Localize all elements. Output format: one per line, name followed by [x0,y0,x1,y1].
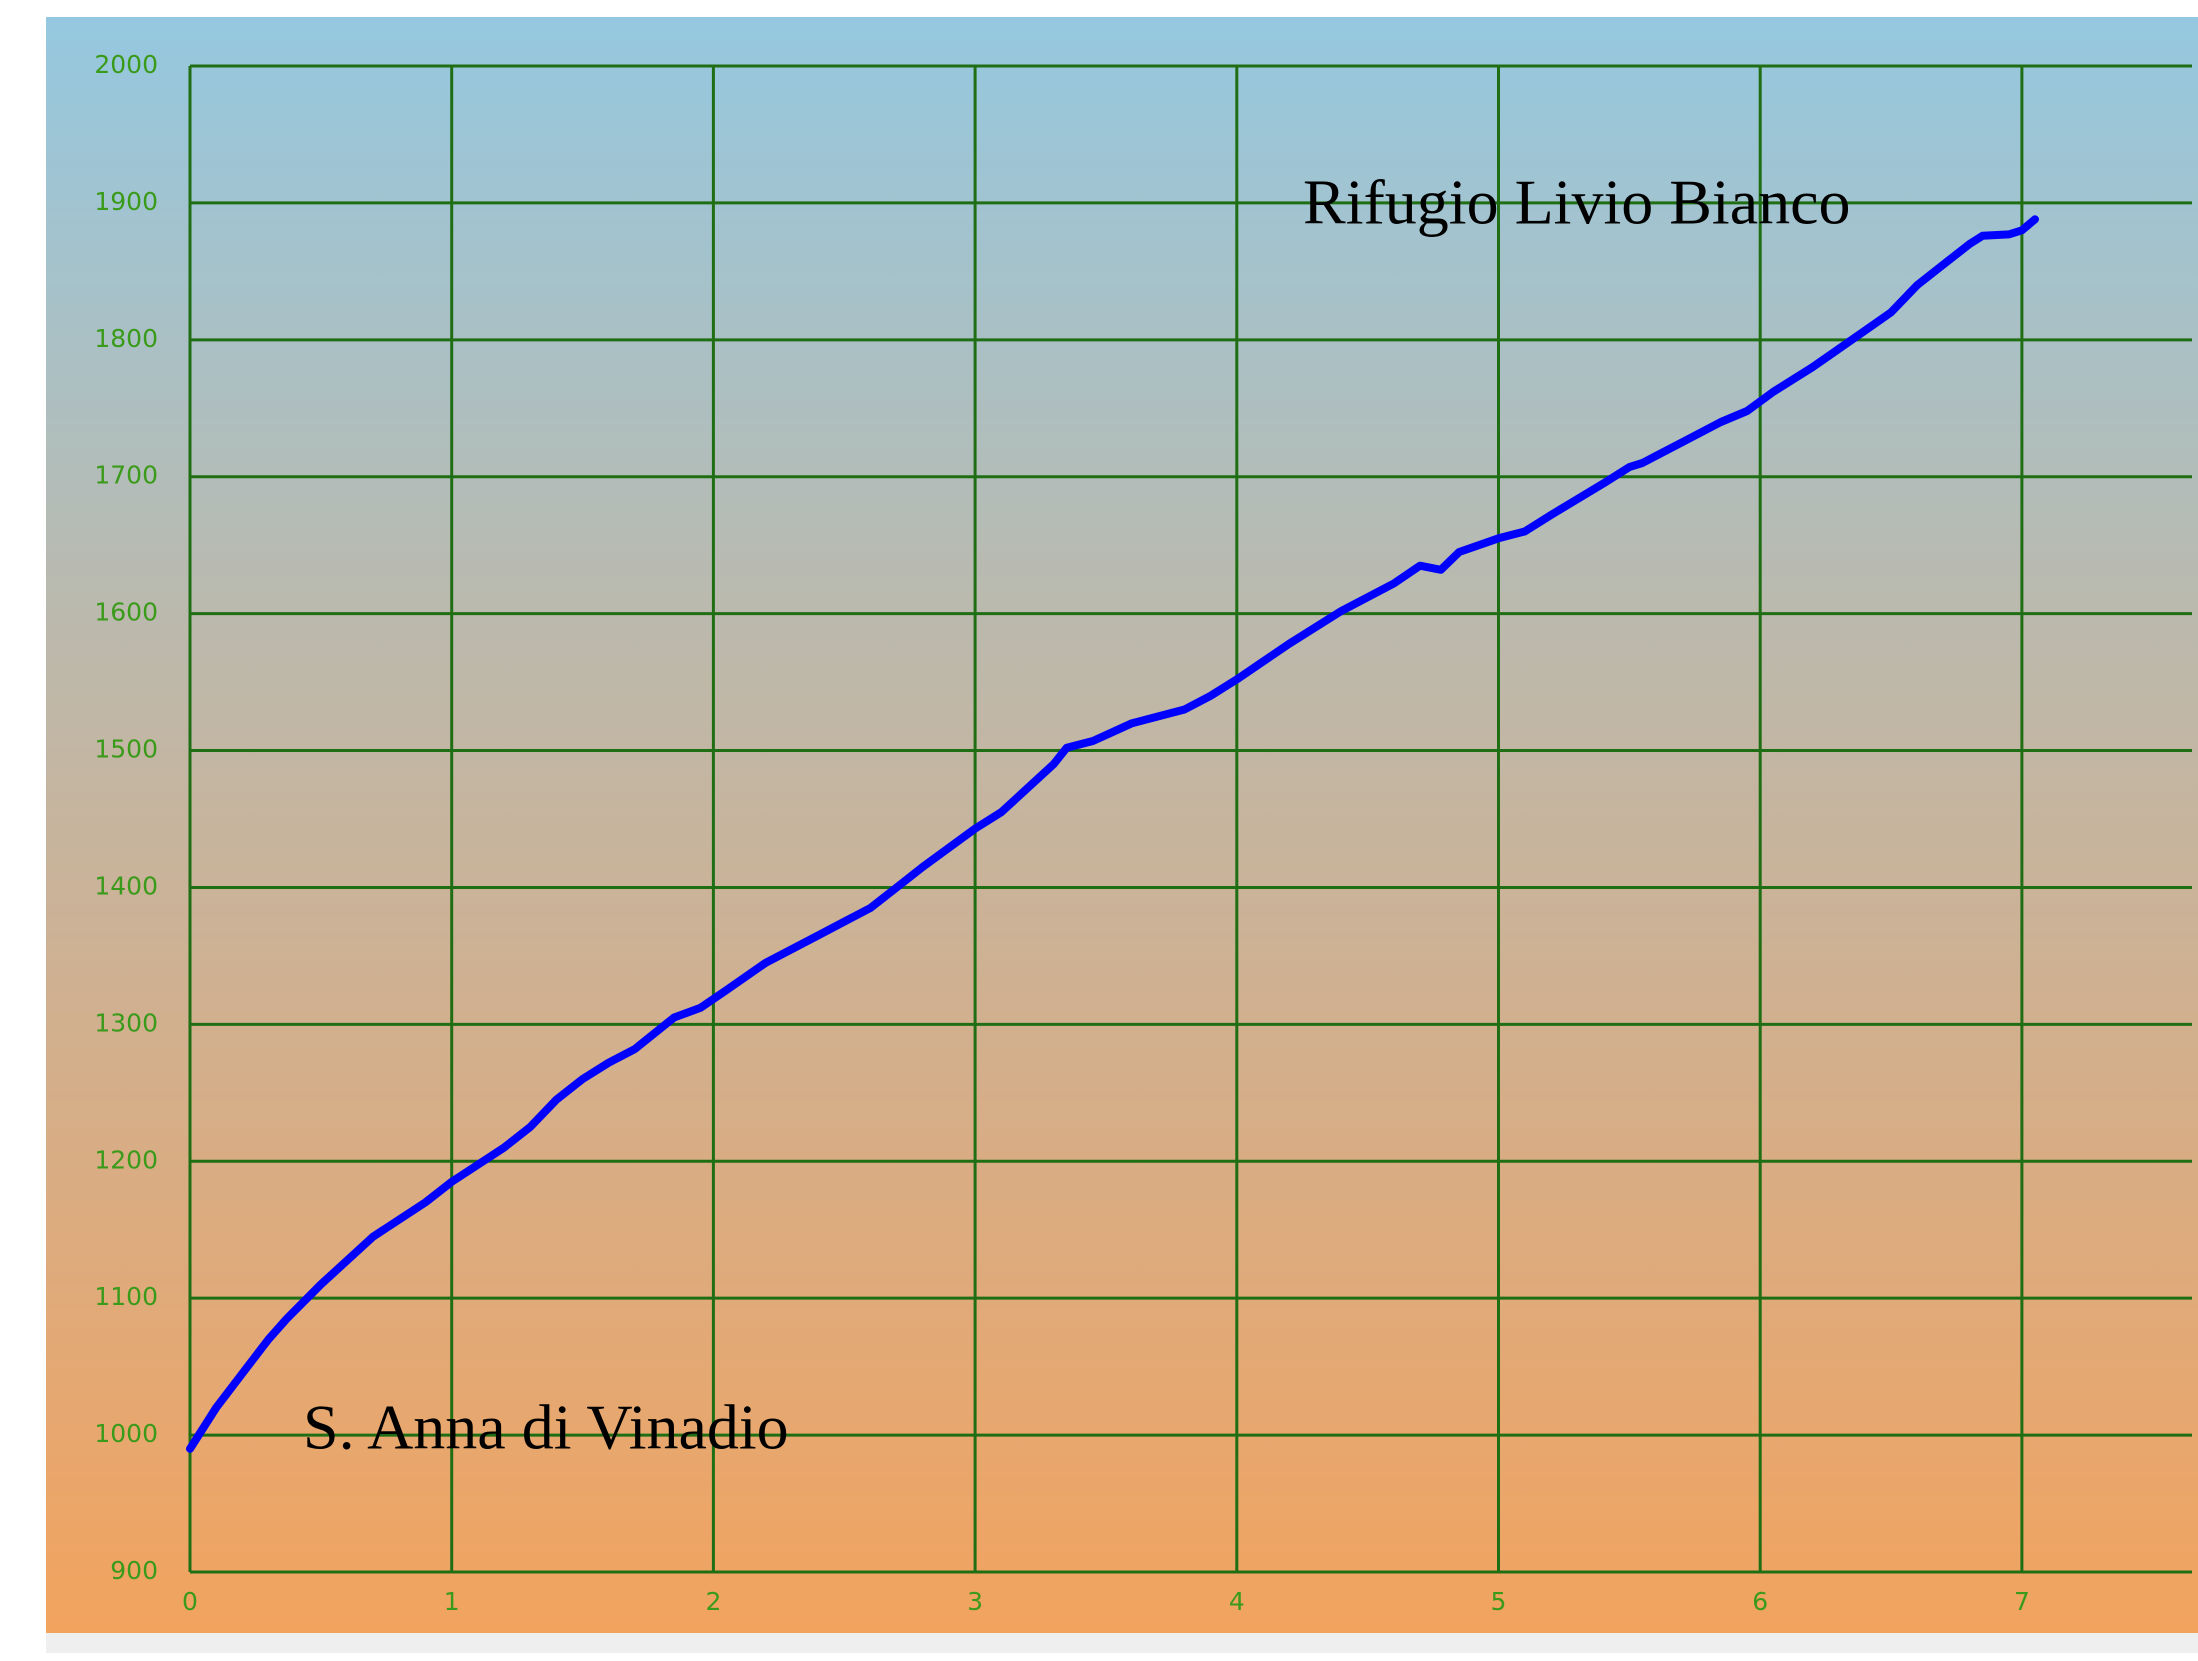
y-tick-label: 2000 [94,50,158,79]
y-tick-label: 1400 [94,871,158,900]
y-tick-label: 1300 [94,1008,158,1037]
y-tick-label: 1100 [94,1282,158,1311]
y-tick-label: 1600 [94,598,158,627]
x-tick-label: 4 [1229,1587,1245,1616]
x-tick-label: 7 [2014,1587,2030,1616]
y-tick-label: 1800 [94,324,158,353]
x-tick-label: 5 [1491,1587,1507,1616]
annotation: S. Anna di Vinadio [303,1392,789,1463]
y-tick-label: 1000 [94,1419,158,1448]
x-tick-label: 1 [444,1587,460,1616]
x-tick-label: 6 [1752,1587,1768,1616]
y-tick-label: 1700 [94,461,158,490]
footer-strip [46,1633,2198,1653]
x-tick-label: 3 [967,1587,983,1616]
y-tick-label: 1900 [94,187,158,216]
annotation: Rifugio Livio Bianco [1303,167,1851,238]
y-tick-label: 900 [110,1556,158,1585]
elevation-line [186,215,2039,1453]
y-tick-label: 1500 [94,735,158,764]
chart-background [46,17,2198,1633]
x-tick-label: 2 [705,1587,721,1616]
x-tick-label: 0 [182,1587,198,1616]
y-tick-label: 1200 [94,1145,158,1174]
